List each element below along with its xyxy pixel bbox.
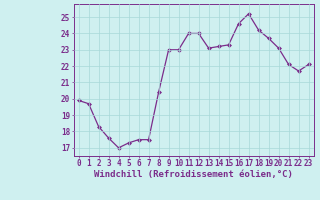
X-axis label: Windchill (Refroidissement éolien,°C): Windchill (Refroidissement éolien,°C) [94,170,293,179]
